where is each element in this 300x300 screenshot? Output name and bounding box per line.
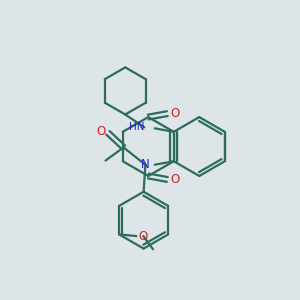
- Text: O: O: [96, 124, 106, 138]
- Text: HN: HN: [129, 122, 144, 132]
- Text: N: N: [141, 158, 149, 171]
- Text: O: O: [170, 173, 180, 186]
- Text: O: O: [170, 107, 180, 120]
- Text: O: O: [139, 230, 148, 243]
